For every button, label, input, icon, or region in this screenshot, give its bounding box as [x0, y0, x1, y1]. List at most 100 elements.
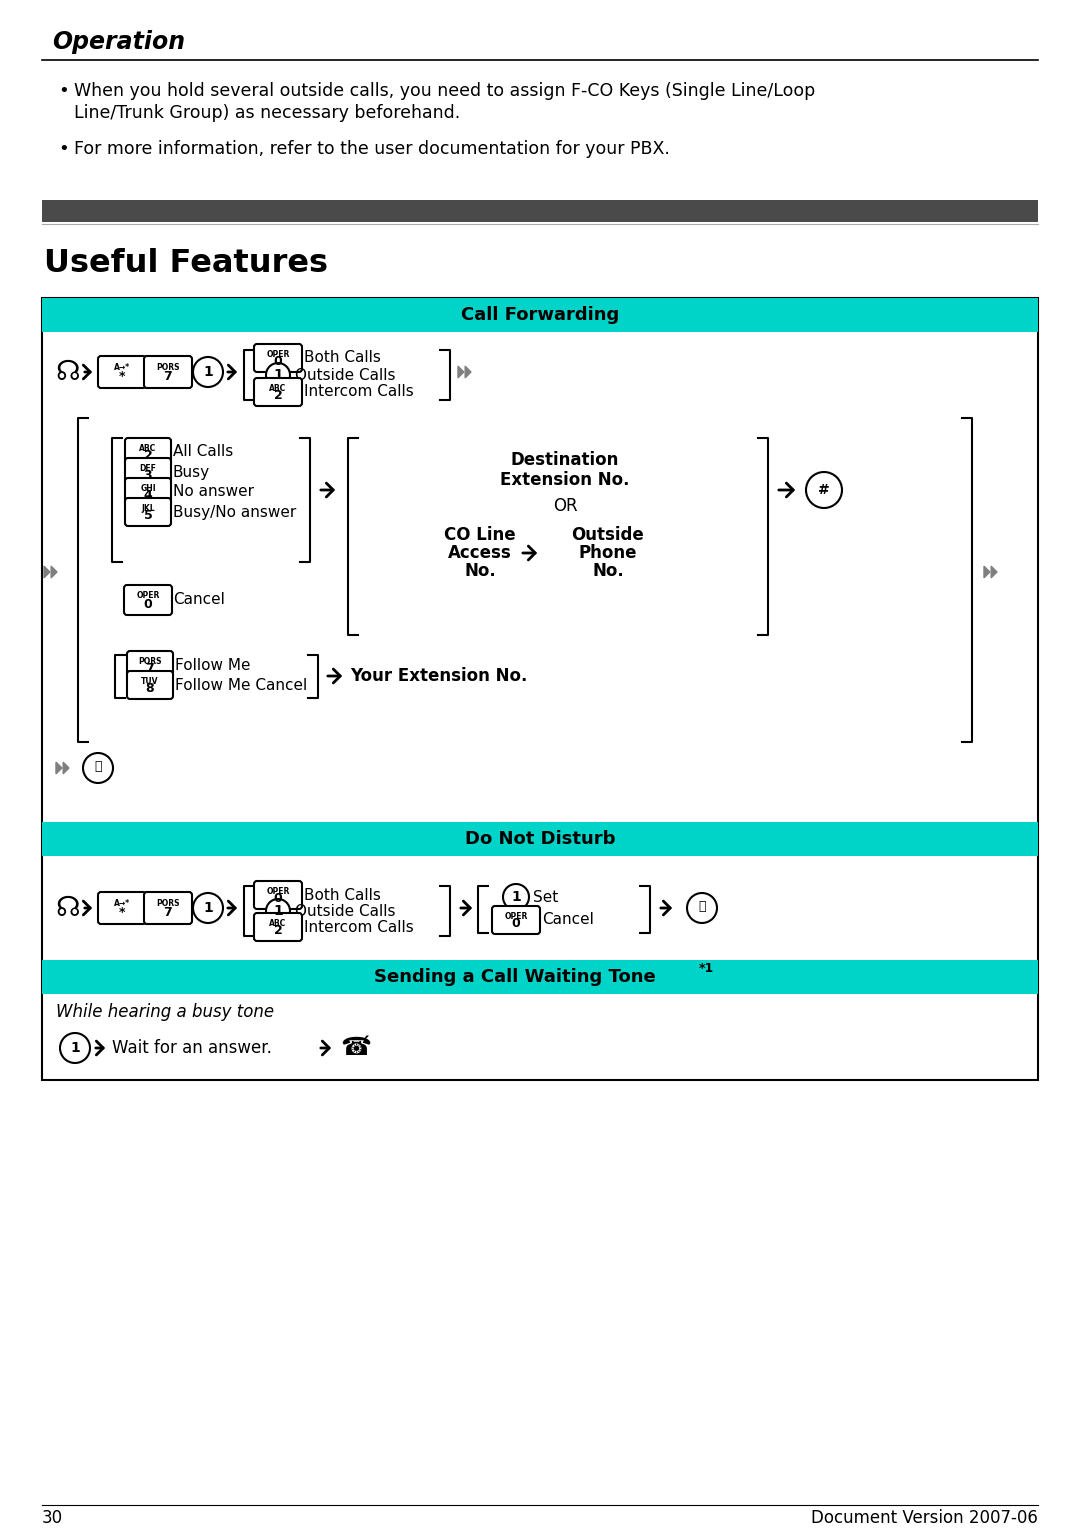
- Bar: [42, 823, 1038, 856]
- Text: Access: Access: [448, 544, 512, 563]
- Text: ⏻: ⏻: [699, 901, 705, 913]
- Text: 8: 8: [146, 682, 154, 696]
- Circle shape: [266, 899, 291, 924]
- FancyBboxPatch shape: [127, 651, 173, 679]
- Text: 4: 4: [144, 489, 152, 503]
- Text: DEF: DEF: [139, 463, 157, 472]
- Text: Outside Calls: Outside Calls: [295, 367, 395, 382]
- Text: Sending a Call Waiting Tone: Sending a Call Waiting Tone: [374, 968, 656, 986]
- Polygon shape: [991, 566, 997, 578]
- Text: ☊: ☊: [56, 894, 80, 922]
- Text: Call Forwarding: Call Forwarding: [461, 306, 619, 324]
- Text: 0: 0: [273, 893, 282, 905]
- Text: All Calls: All Calls: [173, 445, 233, 460]
- Text: CO Line: CO Line: [444, 526, 516, 544]
- Text: 2: 2: [273, 925, 282, 937]
- Text: 0: 0: [273, 355, 282, 368]
- Circle shape: [687, 893, 717, 924]
- Text: •: •: [58, 83, 69, 99]
- Circle shape: [806, 472, 842, 508]
- Text: Phone: Phone: [579, 544, 637, 563]
- Polygon shape: [56, 761, 62, 774]
- FancyBboxPatch shape: [127, 671, 173, 699]
- Circle shape: [503, 884, 529, 910]
- Text: Cancel: Cancel: [173, 593, 225, 607]
- Text: Outside Calls: Outside Calls: [295, 904, 395, 919]
- Text: #: #: [819, 483, 829, 497]
- Text: ABC: ABC: [269, 384, 286, 393]
- Text: ⏻: ⏻: [94, 760, 102, 774]
- FancyBboxPatch shape: [98, 891, 146, 924]
- Text: PORS: PORS: [157, 899, 179, 908]
- Text: Set: Set: [534, 890, 558, 905]
- Text: A→*: A→*: [113, 362, 130, 372]
- Bar: [42, 200, 1038, 222]
- Text: Line/Trunk Group) as necessary beforehand.: Line/Trunk Group) as necessary beforehan…: [75, 104, 460, 122]
- Text: Do Not Disturb: Do Not Disturb: [464, 830, 616, 849]
- Text: TUV: TUV: [141, 676, 159, 685]
- Text: *: *: [119, 907, 125, 919]
- Text: OPER: OPER: [267, 350, 289, 358]
- FancyBboxPatch shape: [144, 356, 192, 388]
- Text: Intercom Calls: Intercom Calls: [303, 919, 414, 934]
- FancyBboxPatch shape: [125, 479, 171, 506]
- FancyBboxPatch shape: [125, 437, 171, 466]
- FancyBboxPatch shape: [254, 378, 302, 407]
- Polygon shape: [465, 365, 471, 378]
- Text: JKL: JKL: [141, 503, 154, 512]
- Text: Destination: Destination: [511, 451, 619, 469]
- Text: 5: 5: [144, 509, 152, 523]
- Text: Intercom Calls: Intercom Calls: [303, 384, 414, 399]
- FancyBboxPatch shape: [125, 498, 171, 526]
- Text: No.: No.: [592, 563, 624, 579]
- Text: Operation: Operation: [52, 31, 185, 54]
- Text: OPER: OPER: [267, 887, 289, 896]
- FancyBboxPatch shape: [254, 913, 302, 940]
- Text: When you hold several outside calls, you need to assign F-CO Keys (Single Line/L: When you hold several outside calls, you…: [75, 83, 815, 99]
- Text: Outside: Outside: [571, 526, 645, 544]
- Text: 1: 1: [273, 904, 283, 917]
- Text: ☊: ☊: [56, 358, 80, 385]
- FancyBboxPatch shape: [492, 907, 540, 934]
- Text: 7: 7: [164, 370, 173, 384]
- Polygon shape: [63, 761, 69, 774]
- Text: 3: 3: [144, 469, 152, 483]
- Text: 0: 0: [144, 598, 152, 610]
- FancyBboxPatch shape: [144, 891, 192, 924]
- Text: No answer: No answer: [173, 485, 254, 500]
- Text: 7: 7: [164, 907, 173, 919]
- Text: PORS: PORS: [157, 362, 179, 372]
- Bar: [42, 298, 1038, 332]
- Circle shape: [83, 752, 113, 783]
- Circle shape: [193, 356, 222, 387]
- Text: While hearing a busy tone: While hearing a busy tone: [56, 1003, 274, 1021]
- Text: Cancel: Cancel: [542, 913, 594, 928]
- Text: *1: *1: [699, 962, 714, 976]
- Text: ABC: ABC: [269, 919, 286, 928]
- Text: ABC: ABC: [139, 443, 157, 453]
- Circle shape: [266, 362, 291, 387]
- Text: 1: 1: [203, 901, 213, 914]
- FancyBboxPatch shape: [125, 459, 171, 486]
- Polygon shape: [51, 566, 57, 578]
- Text: PORS: PORS: [138, 656, 162, 665]
- Text: 1: 1: [511, 890, 521, 904]
- Text: Follow Me: Follow Me: [175, 657, 251, 673]
- FancyBboxPatch shape: [254, 344, 302, 372]
- Text: Busy: Busy: [173, 465, 211, 480]
- Circle shape: [193, 893, 222, 924]
- Text: 1: 1: [273, 368, 283, 382]
- Text: Busy/No answer: Busy/No answer: [173, 505, 296, 520]
- Polygon shape: [458, 365, 463, 378]
- Text: A→*: A→*: [113, 899, 130, 908]
- Text: •: •: [58, 141, 69, 157]
- Text: For more information, refer to the user documentation for your PBX.: For more information, refer to the user …: [75, 141, 670, 157]
- Text: No.: No.: [464, 563, 496, 579]
- Polygon shape: [984, 566, 990, 578]
- Text: Both Calls: Both Calls: [303, 887, 381, 902]
- Text: 1: 1: [203, 365, 213, 379]
- Text: 2: 2: [144, 450, 152, 462]
- FancyBboxPatch shape: [254, 881, 302, 910]
- Circle shape: [60, 1034, 90, 1063]
- FancyBboxPatch shape: [124, 586, 172, 615]
